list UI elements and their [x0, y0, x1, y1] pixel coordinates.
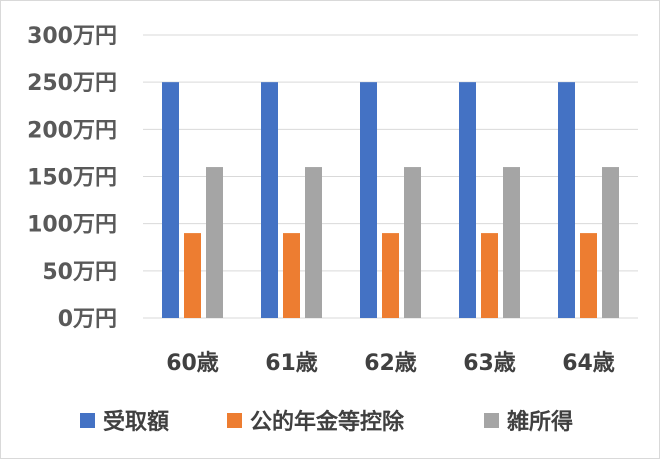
legend: 受取額 公的年金等控除 雑所得	[80, 409, 573, 435]
legend-swatch-受取額	[80, 413, 95, 428]
bar-受取額-62歳	[360, 82, 377, 319]
bar-公的年金等控除-60歳	[184, 233, 201, 318]
bar-雑所得-64歳	[602, 167, 619, 318]
x-category-label: 61歳	[265, 351, 318, 376]
bars	[162, 82, 619, 319]
bar-受取額-60歳	[162, 82, 179, 319]
legend-swatch-公的年金等控除	[227, 413, 242, 428]
gridlines	[143, 34, 638, 319]
legend-label: 雑所得	[506, 409, 573, 435]
bar-公的年金等控除-64歳	[580, 233, 597, 318]
bar-受取額-63歳	[459, 82, 476, 319]
x-category-label: 63歳	[463, 351, 516, 376]
bar-雑所得-63歳	[503, 167, 520, 318]
y-tick-label: 100万円	[27, 213, 117, 238]
y-axis-tick-labels: 0万円 50万円 100万円 150万円 200万円 250万円 300万円	[27, 24, 117, 332]
y-tick-label: 300万円	[27, 24, 117, 49]
bar-公的年金等控除-63歳	[481, 233, 498, 318]
legend-swatch-雑所得	[484, 413, 499, 428]
x-category-label: 64歳	[562, 351, 615, 376]
bar-受取額-64歳	[558, 82, 575, 319]
y-tick-label: 150万円	[27, 166, 117, 191]
legend-label: 公的年金等控除	[250, 409, 405, 435]
y-tick-label: 0万円	[58, 307, 117, 332]
bar-雑所得-61歳	[305, 167, 322, 318]
x-category-label: 60歳	[166, 351, 219, 376]
y-tick-label: 50万円	[42, 260, 117, 285]
y-tick-label: 250万円	[27, 71, 117, 96]
bar-受取額-61歳	[261, 82, 278, 319]
y-tick-label: 200万円	[27, 118, 117, 143]
bar-雑所得-62歳	[404, 167, 421, 318]
x-category-label: 62歳	[364, 351, 417, 376]
bar-公的年金等控除-62歳	[382, 233, 399, 318]
x-axis-category-labels: 60歳 61歳 62歳 63歳 64歳	[166, 351, 615, 376]
bar-雑所得-60歳	[206, 167, 223, 318]
bar-公的年金等控除-61歳	[283, 233, 300, 318]
legend-label: 受取額	[103, 409, 169, 435]
